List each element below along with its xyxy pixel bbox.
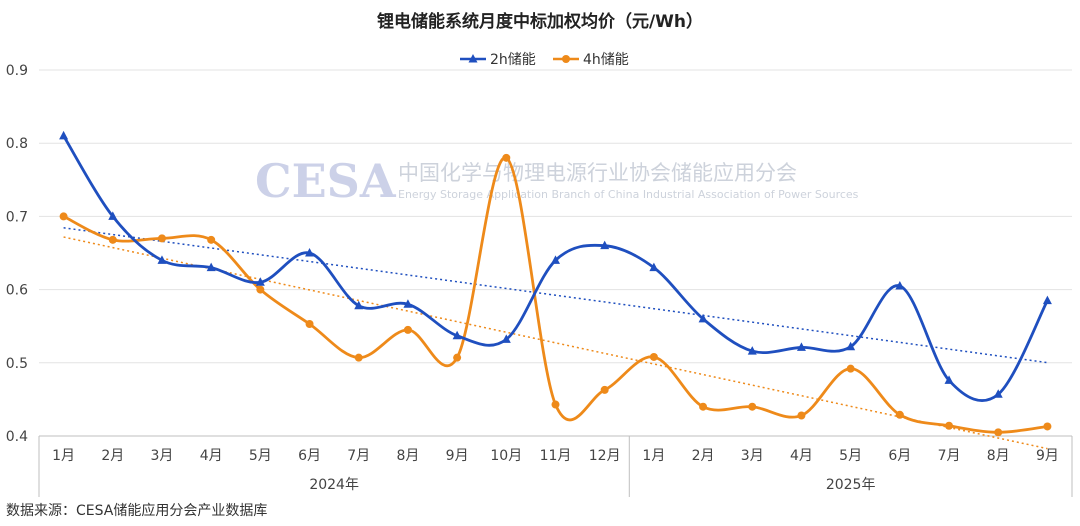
y-tick-label: 0.9 <box>6 63 28 79</box>
x-tick-label: 6月 <box>298 448 321 464</box>
x-tick-label: 3月 <box>741 448 764 464</box>
data-point <box>59 212 68 221</box>
legend-swatch-marker <box>468 54 478 63</box>
data-point <box>944 375 954 384</box>
x-tick-label: 9月 <box>1036 448 1059 464</box>
x-tick-label: 2月 <box>692 448 715 464</box>
data-point <box>797 411 806 420</box>
trendlines <box>63 227 1048 450</box>
data-point <box>748 402 757 411</box>
data-point <box>994 428 1003 437</box>
legend: 2h储能 4h储能 <box>460 52 629 68</box>
chart-title: 锂电储能系统月度中标加权均价（元/Wh） <box>377 11 703 32</box>
data-point <box>305 248 315 257</box>
data-point <box>502 153 511 162</box>
watermark-logo: CESA <box>255 154 397 208</box>
data-point <box>699 402 708 411</box>
year-label: 2024年 <box>309 477 359 493</box>
data-point <box>157 234 166 243</box>
data-point <box>403 299 413 308</box>
data-point <box>403 325 412 334</box>
x-tick-label: 8月 <box>987 448 1010 464</box>
x-tick-label: 5月 <box>839 448 862 464</box>
year-label: 2025年 <box>826 477 876 493</box>
data-point <box>993 389 1003 398</box>
data-point <box>453 353 462 362</box>
data-point <box>600 240 610 250</box>
data-point <box>698 313 708 323</box>
x-tick-label: 6月 <box>888 448 911 464</box>
x-tick-label: 11月 <box>540 448 572 464</box>
y-tick-label: 0.5 <box>6 356 28 372</box>
x-tick-label: 7月 <box>347 448 370 464</box>
data-point <box>796 342 806 351</box>
data-point <box>255 277 265 286</box>
x-axis: 1月 2月 3月 4月 5月 6月 7月 8月 9月 10月 11月 12月 1月 2月 3月 4月 5月 6月 7… <box>38 435 1073 497</box>
watermark-en: Energy Storage Application Branch of Chi… <box>398 188 859 201</box>
data-point <box>1043 422 1052 431</box>
y-tick-label: 0.7 <box>6 209 28 225</box>
series-line <box>62 156 1048 434</box>
data-point <box>1042 295 1052 305</box>
x-tick-label: 1月 <box>642 448 665 464</box>
y-tick-label: 0.6 <box>6 283 28 299</box>
x-tick-label: 2月 <box>101 448 124 464</box>
x-tick-label: 4月 <box>790 448 813 464</box>
x-tick-label: 4月 <box>200 448 223 464</box>
x-tick-label: 9月 <box>446 448 469 464</box>
trendline <box>63 227 1048 364</box>
y-tick-label: 0.4 <box>6 429 28 445</box>
data-point <box>207 235 216 244</box>
data-point <box>649 262 659 272</box>
data-point <box>256 285 265 294</box>
x-tick-label: 3月 <box>151 448 174 464</box>
data-point <box>551 400 560 409</box>
legend-swatch-marker <box>562 55 570 63</box>
series <box>59 130 1052 437</box>
grid <box>39 69 1072 437</box>
data-point <box>747 346 757 355</box>
y-axis: 0.4 0.5 0.6 0.7 0.8 0.9 <box>6 63 28 445</box>
x-tick-label: 12月 <box>589 448 621 464</box>
data-point <box>108 235 117 244</box>
data-point <box>59 130 69 140</box>
x-tick-label: 8月 <box>396 448 419 464</box>
data-point <box>354 300 364 310</box>
legend-label: 2h储能 <box>490 52 536 68</box>
source-note: 数据来源：CESA储能应用分会产业数据库 <box>6 503 268 519</box>
data-point <box>846 341 856 351</box>
x-tick-label: 1月 <box>52 448 75 464</box>
watermark-cn: 中国化学与物理电源行业协会储能应用分会 <box>398 161 797 185</box>
data-point <box>551 255 560 264</box>
data-point <box>649 352 658 361</box>
x-tick-label: 5月 <box>249 448 272 464</box>
x-tick-label: 7月 <box>938 448 961 464</box>
data-point <box>895 410 904 419</box>
legend-label: 4h储能 <box>583 52 629 68</box>
data-point <box>108 211 118 220</box>
watermark: CESA 中国化学与物理电源行业协会储能应用分会 Energy Storage … <box>255 154 859 208</box>
data-point <box>945 421 954 430</box>
data-point <box>895 280 905 290</box>
data-point <box>600 385 609 394</box>
data-point <box>206 262 216 272</box>
data-point <box>157 255 167 264</box>
data-point <box>305 320 314 329</box>
data-point <box>501 334 511 343</box>
x-tick-label: 10月 <box>490 448 522 464</box>
data-point <box>354 353 363 362</box>
y-tick-label: 0.8 <box>6 136 28 152</box>
data-point <box>846 364 855 373</box>
data-point <box>452 330 462 340</box>
